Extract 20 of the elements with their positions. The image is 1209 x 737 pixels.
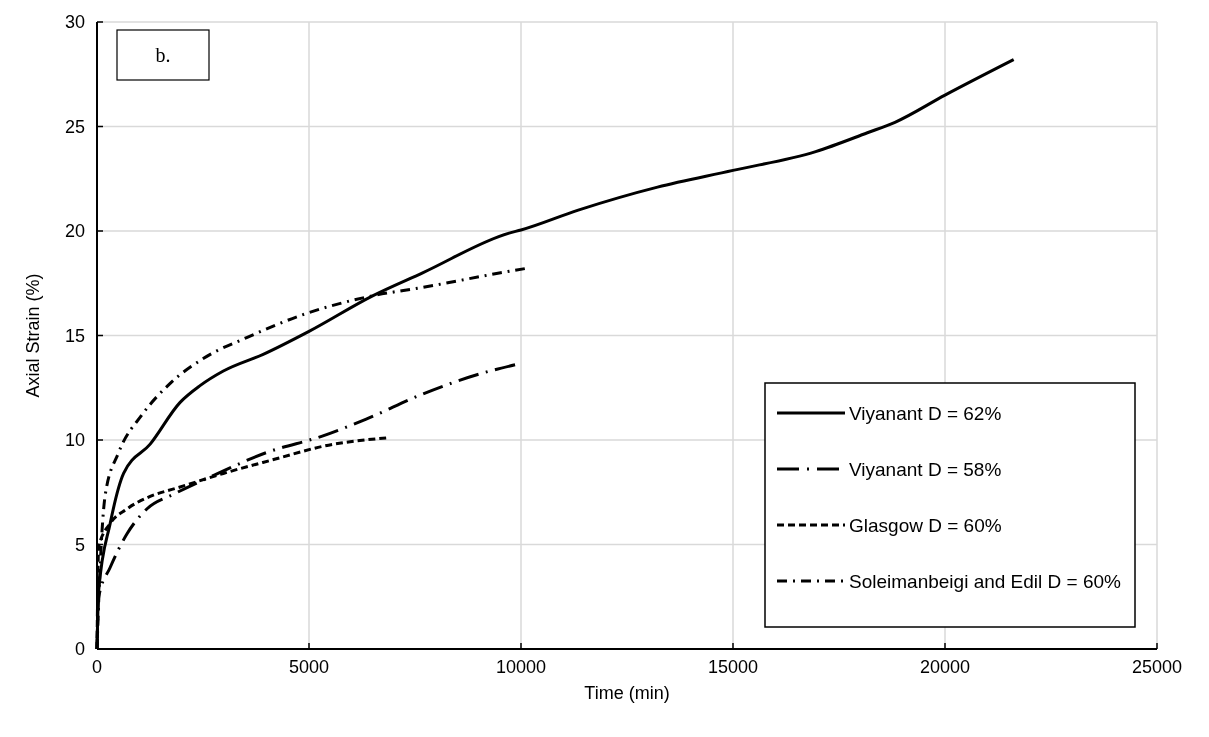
x-tick-label: 15000 (707, 657, 759, 677)
x-tick-label: 0 (91, 657, 103, 677)
x-tick-label: 25000 (1131, 657, 1183, 677)
y-tick-label: 15 (64, 325, 85, 346)
y-tick-label: 20 (64, 221, 85, 241)
legend-label: Viyanant D = 58% (849, 459, 1002, 480)
y-axis-title: Axial Strain (%) (23, 273, 43, 398)
y-tick-label: 0 (74, 639, 85, 659)
y-tick-label: 10 (64, 430, 85, 450)
y-tick-label: 25 (64, 116, 85, 137)
legend-label: Glasgow D = 60% (849, 515, 1002, 536)
y-tick-label: 30 (64, 12, 85, 32)
x-tick-label: 10000 (495, 657, 547, 677)
legend-label: Soleimanbeigi and Edil D = 60% (849, 571, 1122, 592)
annotation: b. (155, 44, 171, 66)
x-tick-label: 5000 (288, 657, 330, 677)
y-tick-label: 5 (74, 534, 85, 555)
x-tick-label: 20000 (919, 657, 971, 677)
x-axis-title: Time (min) (584, 683, 670, 703)
legend-label: Viyanant D = 62% (849, 403, 1002, 424)
